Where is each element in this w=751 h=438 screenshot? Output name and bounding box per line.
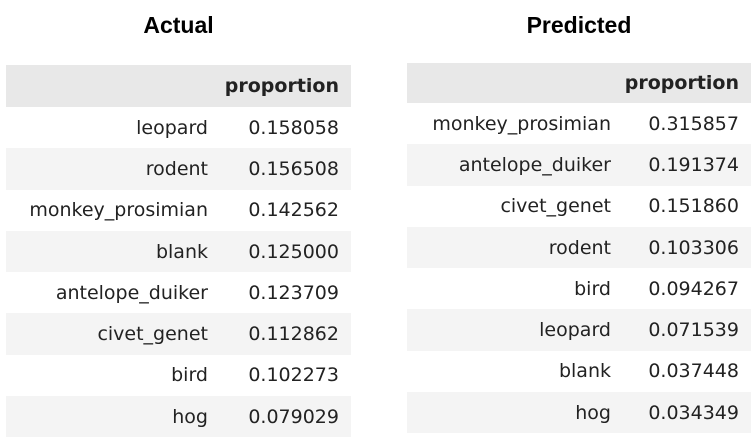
table-row: blank 0.125000 — [6, 230, 351, 273]
row-value: 0.158058 — [248, 116, 339, 139]
predicted-table-body: monkey_prosimian 0.315857 antelope_duiker 0… — [407, 103, 751, 434]
row-label: antelope_duiker — [458, 153, 611, 176]
row-value: 0.102273 — [248, 364, 339, 387]
row-label: civet_genet — [500, 195, 611, 218]
row-label: monkey_prosimian — [29, 199, 208, 222]
row-label: blank — [155, 240, 208, 263]
predicted-title: Predicted — [526, 12, 632, 38]
row-value: 0.191374 — [648, 153, 739, 176]
actual-table: proportion leopard 0.158058 rodent 0.156508… — [6, 65, 351, 438]
table-row: rodent 0.103306 — [407, 226, 751, 269]
table-row: antelope_duiker 0.123709 — [6, 272, 351, 314]
actual-table-body: leopard 0.158058 rodent 0.156508 monkey_pros… — [6, 107, 351, 438]
table-row: bird 0.102273 — [6, 354, 351, 397]
table-row: antelope_duiker 0.191374 — [407, 144, 751, 186]
actual-title: Actual — [143, 12, 214, 38]
row-value: 0.315857 — [648, 112, 739, 135]
predicted-header-row: proportion — [407, 63, 751, 103]
row-label: monkey_prosimian — [432, 112, 611, 135]
row-value: 0.037448 — [648, 360, 739, 383]
table-row: rodent 0.156508 — [6, 148, 351, 190]
row-label: hog — [172, 405, 208, 428]
row-label: antelope_duiker — [55, 281, 208, 304]
row-value: 0.034349 — [648, 401, 739, 424]
row-value: 0.151860 — [648, 195, 739, 218]
table-row: leopard 0.158058 — [6, 107, 351, 149]
row-value: 0.103306 — [648, 236, 739, 259]
actual-header-row: proportion — [6, 65, 351, 107]
actual-proportion-header: proportion — [224, 75, 339, 97]
row-label: leopard — [539, 319, 611, 342]
row-value: 0.112862 — [248, 323, 339, 346]
table-row: hog 0.034349 — [407, 392, 751, 434]
row-label: rodent — [145, 157, 208, 180]
predicted-index-header — [407, 63, 613, 103]
row-label: blank — [558, 360, 611, 383]
table-row: hog 0.079029 — [6, 396, 351, 438]
predicted-proportion-header: proportion — [624, 72, 739, 94]
table-row: monkey_prosimian 0.142562 — [6, 189, 351, 231]
row-label: civet_genet — [97, 323, 208, 346]
actual-index-header — [6, 65, 210, 107]
row-value: 0.125000 — [248, 240, 339, 263]
table-row: bird 0.094267 — [407, 268, 751, 310]
row-value: 0.094267 — [648, 277, 739, 300]
predicted-table: proportion monkey_prosimian 0.315857 antel… — [407, 63, 751, 434]
table-row: blank 0.037448 — [407, 350, 751, 393]
table-row: monkey_prosimian 0.315857 — [407, 103, 751, 145]
table-row: civet_genet 0.151860 — [407, 185, 751, 227]
row-label: bird — [574, 277, 611, 300]
row-value: 0.156508 — [248, 157, 339, 180]
row-label: rodent — [548, 236, 611, 259]
table-row: leopard 0.071539 — [407, 309, 751, 351]
row-value: 0.123709 — [248, 281, 339, 304]
row-label: hog — [575, 401, 611, 424]
row-value: 0.142562 — [248, 199, 339, 222]
row-label: leopard — [136, 116, 208, 139]
table-row: civet_genet 0.112862 — [6, 313, 351, 355]
row-value: 0.071539 — [648, 319, 739, 342]
row-label: bird — [171, 364, 208, 387]
row-value: 0.079029 — [248, 405, 339, 428]
